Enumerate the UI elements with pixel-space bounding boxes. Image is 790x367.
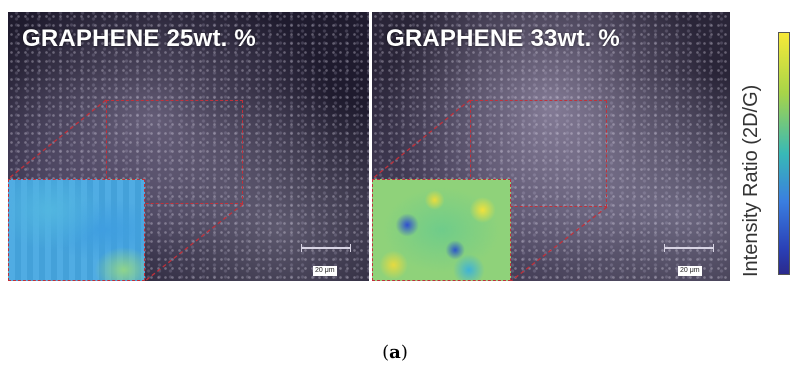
caption-close: ) — [400, 342, 408, 363]
caption-open: ( — [382, 342, 390, 363]
raman-map-inset — [372, 179, 511, 281]
panel-title: GRAPHENE 33wt. % — [386, 25, 620, 52]
micrograph-graphene-25: GRAPHENE 25wt. % 20 μm — [8, 12, 369, 281]
colorbar-title: Intensity Ratio (2D/G) — [740, 84, 762, 277]
colorbar — [778, 32, 790, 275]
scale-bar — [664, 244, 714, 252]
scale-bar — [301, 244, 351, 252]
raman-map-inset — [8, 179, 145, 281]
caption-letter: a — [389, 342, 401, 363]
panel-title: GRAPHENE 25wt. % — [22, 25, 256, 52]
scale-label: 20 μm — [313, 266, 337, 276]
figure-caption: (a) — [0, 342, 790, 363]
micrograph-graphene-33: GRAPHENE 33wt. % 20 μm — [372, 12, 730, 281]
scale-label: 20 μm — [678, 266, 702, 276]
